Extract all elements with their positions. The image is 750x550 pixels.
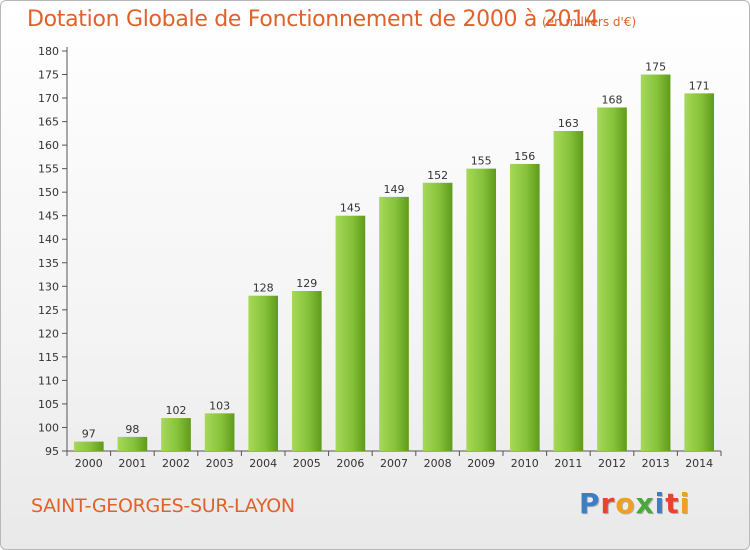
y-tick-label: 105 bbox=[38, 398, 59, 411]
proxiti-logo: Proxiti bbox=[579, 487, 690, 520]
bar-2009 bbox=[466, 168, 497, 451]
bar-2001 bbox=[117, 436, 148, 451]
value-label-2008: 152 bbox=[427, 169, 448, 182]
y-tick-label: 110 bbox=[38, 374, 59, 387]
x-tick-label-2009: 2009 bbox=[467, 457, 495, 470]
y-tick-label: 145 bbox=[38, 210, 59, 223]
logo-letter: o bbox=[615, 487, 636, 520]
bar-2013 bbox=[640, 74, 671, 451]
bar-2010 bbox=[509, 163, 540, 452]
x-tick-label-2002: 2002 bbox=[162, 457, 190, 470]
bar-2007 bbox=[379, 196, 409, 451]
value-label-2005: 129 bbox=[296, 277, 317, 290]
bar-2011 bbox=[553, 131, 584, 451]
chart-bars bbox=[73, 74, 715, 452]
chart-subtitle: (en milliers d'€) bbox=[542, 15, 637, 29]
logo-letter: i bbox=[654, 487, 666, 520]
x-tick-label-2006: 2006 bbox=[336, 457, 364, 470]
logo-letter: i bbox=[679, 487, 691, 520]
x-tick-label-2013: 2013 bbox=[642, 457, 670, 470]
bar-2012 bbox=[597, 107, 627, 452]
x-tick-label-2005: 2005 bbox=[293, 457, 321, 470]
y-tick-label: 180 bbox=[38, 45, 59, 58]
logo-letter: r bbox=[600, 487, 616, 520]
x-tick-label-2004: 2004 bbox=[249, 457, 277, 470]
bar-2008 bbox=[422, 182, 453, 451]
value-label-2003: 103 bbox=[209, 399, 230, 412]
x-tick-label-2011: 2011 bbox=[554, 457, 582, 470]
bar-2002 bbox=[161, 418, 191, 451]
y-tick-label: 100 bbox=[38, 421, 59, 434]
y-tick-label: 120 bbox=[38, 327, 59, 340]
x-tick-label-2000: 2000 bbox=[75, 457, 103, 470]
bar-2004 bbox=[248, 295, 279, 451]
bar-2005 bbox=[291, 291, 322, 451]
y-tick-label: 130 bbox=[38, 280, 59, 293]
x-tick-label-2012: 2012 bbox=[598, 457, 626, 470]
value-label-2002: 102 bbox=[166, 404, 187, 417]
y-tick-label: 165 bbox=[38, 116, 59, 129]
y-tick-label: 150 bbox=[38, 186, 59, 199]
y-tick-label: 125 bbox=[38, 304, 59, 317]
bar-2000 bbox=[73, 441, 104, 451]
bar-2003 bbox=[204, 413, 235, 451]
y-tick-label: 140 bbox=[38, 233, 59, 246]
y-tick-label: 160 bbox=[38, 139, 59, 152]
x-tick-label-2007: 2007 bbox=[380, 457, 408, 470]
value-label-2001: 98 bbox=[125, 423, 139, 436]
y-tick-label: 115 bbox=[38, 351, 59, 364]
commune-name: SAINT-GEORGES-SUR-LAYON bbox=[31, 495, 295, 517]
value-label-2014: 171 bbox=[689, 79, 710, 92]
y-tick-label: 170 bbox=[38, 92, 59, 105]
x-tick-label-2008: 2008 bbox=[424, 457, 452, 470]
value-label-2010: 156 bbox=[514, 150, 535, 163]
value-label-2013: 175 bbox=[645, 61, 666, 74]
bar-2014 bbox=[684, 93, 715, 452]
value-label-2004: 128 bbox=[253, 282, 274, 295]
y-tick-label: 95 bbox=[45, 445, 59, 458]
value-label-2012: 168 bbox=[602, 93, 623, 106]
value-label-2011: 163 bbox=[558, 117, 579, 130]
logo-letter: x bbox=[635, 487, 655, 520]
y-tick-label: 135 bbox=[38, 257, 59, 270]
bar-2006 bbox=[335, 215, 366, 451]
x-tick-label-2003: 2003 bbox=[206, 457, 234, 470]
y-tick-label: 175 bbox=[38, 69, 59, 82]
y-tick-label: 155 bbox=[38, 163, 59, 176]
logo-letter: P bbox=[579, 487, 601, 520]
x-tick-label-2001: 2001 bbox=[118, 457, 146, 470]
value-label-2000: 97 bbox=[82, 428, 96, 441]
chart-title: Dotation Globale de Fonctionnement de 20… bbox=[27, 7, 599, 32]
chart-axes: 95 100 105 110 115 120 125 130 135 140 145 150 155 16… bbox=[38, 45, 722, 470]
x-tick-label-2010: 2010 bbox=[511, 457, 539, 470]
value-label-2006: 145 bbox=[340, 202, 361, 215]
value-label-2007: 149 bbox=[384, 183, 405, 196]
value-label-2009: 155 bbox=[471, 155, 492, 168]
x-tick-label-2014: 2014 bbox=[685, 457, 713, 470]
chart-value-labels: 97 98 102 103 128 129 145 149 152 155 156 163 168 175… bbox=[82, 61, 710, 441]
logo-letter: t bbox=[665, 487, 680, 520]
